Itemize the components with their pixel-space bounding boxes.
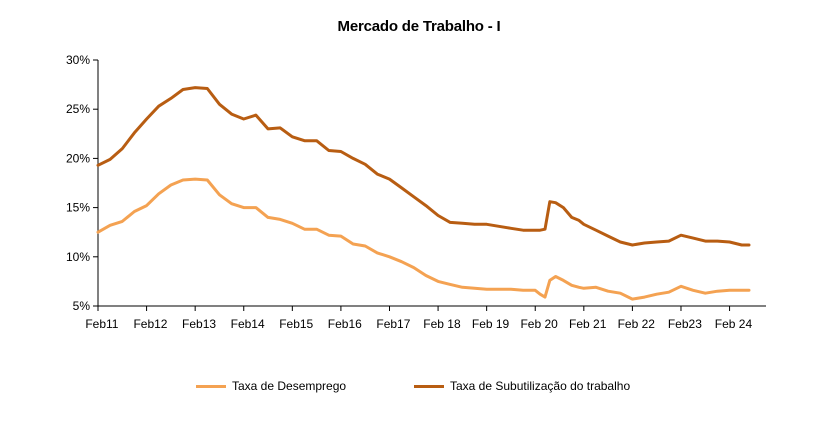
legend-label-desemprego: Taxa de Desemprego (232, 379, 347, 393)
legend-label-subutilizacao: Taxa de Subutilização do trabalho (450, 379, 631, 393)
x-tick-label: Feb 19 (472, 317, 510, 331)
chart-title: Mercado de Trabalho - I (337, 18, 501, 35)
series-layer (96, 86, 751, 301)
x-tick-label: Feb17 (376, 317, 410, 331)
x-tick-label: Feb14 (231, 317, 265, 331)
legend-item-subutilizacao: Taxa de Subutilização do trabalho (414, 379, 630, 393)
y-tick-label: 15% (66, 201, 90, 215)
x-tick-label: Feb11 (85, 317, 118, 331)
y-tick-label: 30% (66, 53, 90, 67)
y-tick-label: 5% (73, 299, 91, 313)
y-tick-label: 20% (66, 151, 90, 165)
legend-item-desemprego: Taxa de Desemprego (196, 379, 346, 393)
x-tick-label: Feb15 (279, 317, 313, 331)
y-tick-label: 25% (66, 102, 90, 116)
x-tick-label: Feb 24 (715, 317, 753, 331)
x-tick-label: Feb12 (133, 317, 167, 331)
x-tick-label: Feb 21 (569, 317, 607, 331)
x-tick-label: Feb 18 (423, 317, 461, 331)
series-line-desemprego (96, 177, 751, 301)
legend-swatch-desemprego (196, 384, 226, 388)
chart-axes: 5% 10% 15% 20% 25% 30% Feb11 Feb12 Feb13 Feb14 Feb… (66, 53, 766, 331)
series-line-subutilizacao (96, 86, 751, 247)
x-tick-label: Feb 22 (618, 317, 656, 331)
x-tick-label: Feb16 (328, 317, 362, 331)
x-tick-label: Feb 20 (520, 317, 558, 331)
y-tick-label: 10% (66, 250, 90, 264)
legend-swatch-subutilizacao (414, 384, 444, 388)
x-tick-label: Feb23 (668, 317, 702, 331)
x-tick-label: Feb13 (182, 317, 216, 331)
